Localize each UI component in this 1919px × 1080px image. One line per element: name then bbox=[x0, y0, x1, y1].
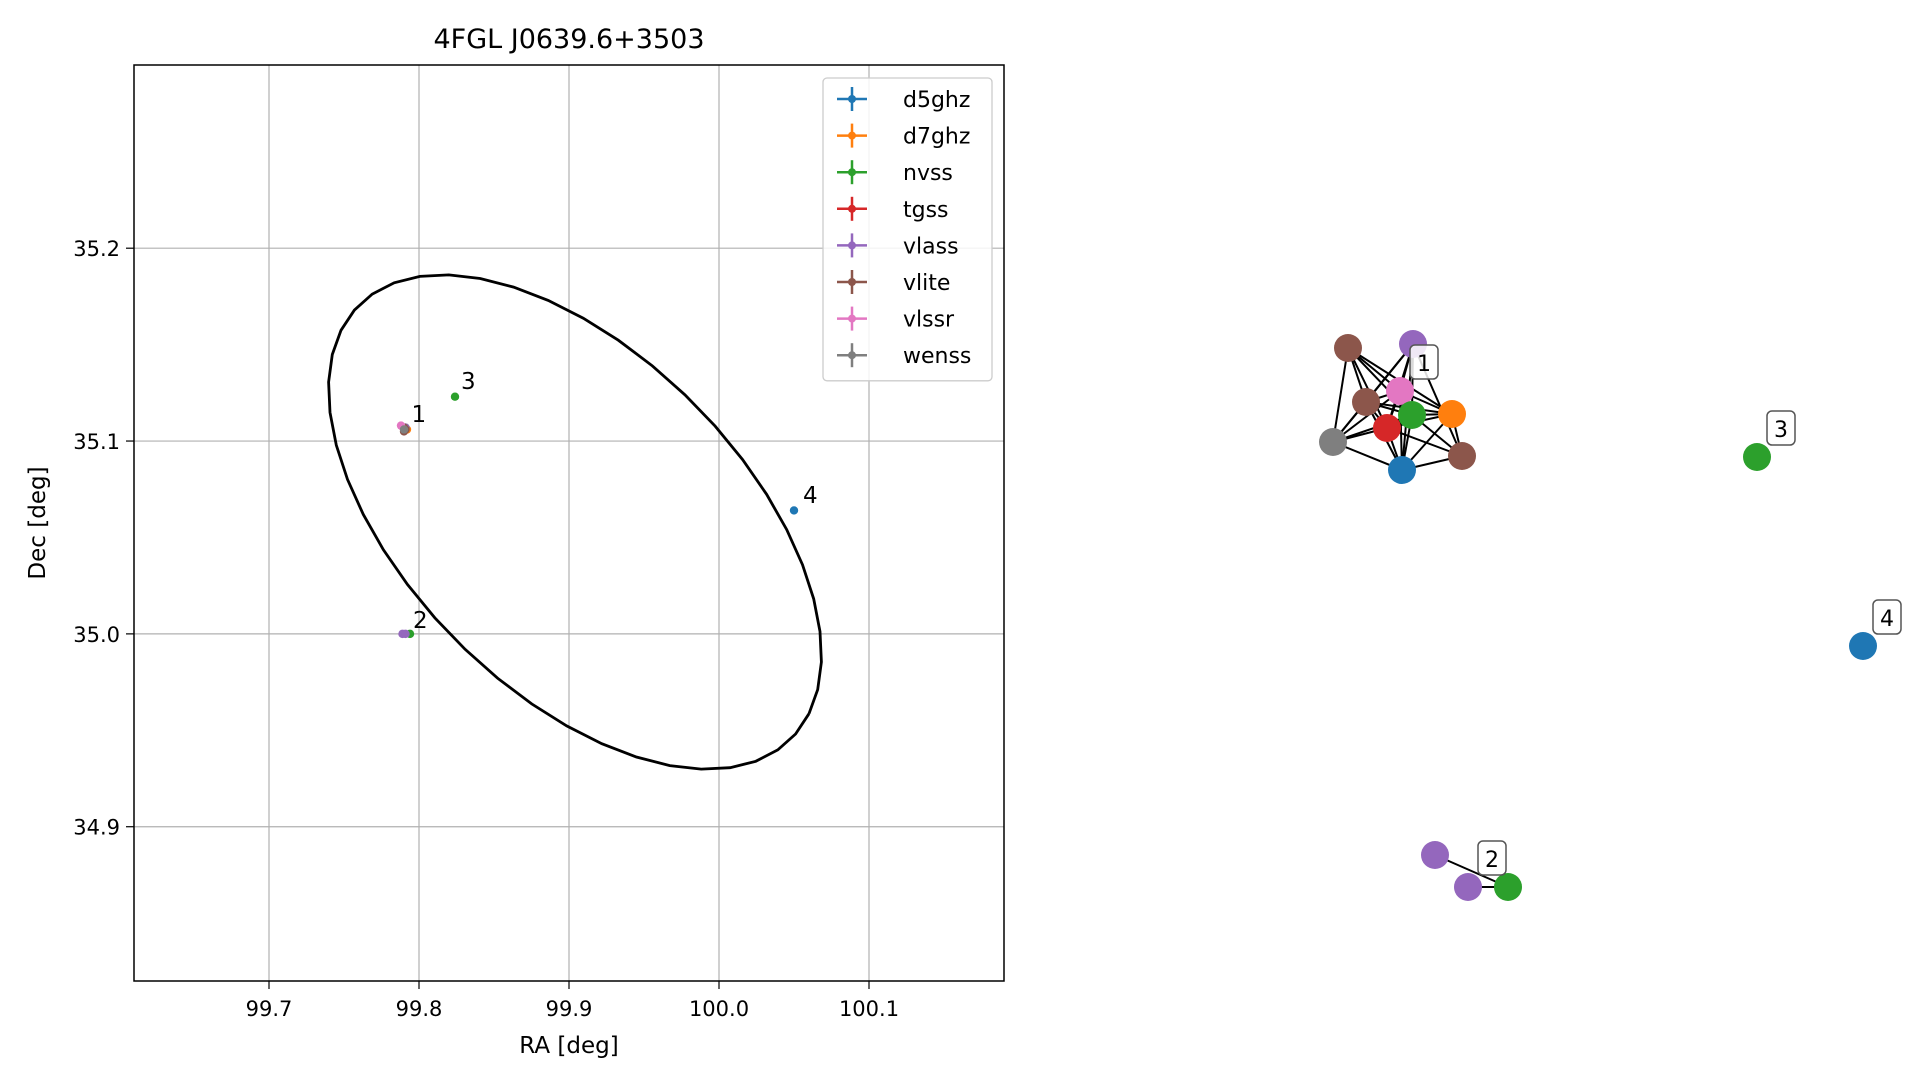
graph-node-vlite[interactable] bbox=[1334, 334, 1362, 362]
graph-node-nvss[interactable] bbox=[1743, 443, 1771, 471]
graph-edge bbox=[1347, 347, 1388, 429]
label-box bbox=[1409, 344, 1439, 380]
legend-marker-dot bbox=[848, 241, 856, 250]
legend-item-vlssr[interactable]: vlssr bbox=[837, 306, 955, 333]
legend-frame bbox=[822, 77, 993, 382]
graph-node-nvss[interactable] bbox=[1398, 401, 1426, 429]
legend-label: d5ghz bbox=[903, 88, 970, 113]
x-axis-label: RA [deg] bbox=[519, 1033, 618, 1059]
graph-cluster-label: 2 bbox=[1477, 840, 1507, 876]
legend-item-vlite[interactable]: vlite bbox=[837, 270, 950, 296]
source-points bbox=[396, 392, 799, 639]
graph-node-vlite[interactable] bbox=[1352, 388, 1380, 416]
legend-item-nvss[interactable]: nvss bbox=[837, 160, 953, 186]
point-annotation: 2 bbox=[413, 608, 428, 634]
legend-label: d7ghz bbox=[903, 125, 970, 150]
legend-label: nvss bbox=[903, 161, 953, 186]
label-box bbox=[1872, 599, 1902, 635]
y-tick-label: 34.9 bbox=[73, 816, 120, 840]
legend-label: vlass bbox=[903, 234, 959, 259]
graph-cluster-label: 4 bbox=[1872, 599, 1902, 635]
graph-cluster-label: 1 bbox=[1409, 344, 1439, 380]
label-text: 3 bbox=[1774, 418, 1788, 443]
graph-nodes bbox=[1319, 330, 1877, 901]
label-text: 4 bbox=[1880, 607, 1894, 632]
graph-node-d7ghz[interactable] bbox=[1438, 400, 1466, 428]
sky-position-plot: 1 2 3 4 99.7 99.8 99.9 100.0 100.1 34.9 35.0 35.1 3… bbox=[25, 24, 1005, 1059]
graph-node-vlass[interactable] bbox=[1454, 873, 1482, 901]
legend-label: tgss bbox=[903, 198, 949, 223]
legend-marker-dot bbox=[848, 168, 856, 177]
graph-node-tgss[interactable] bbox=[1373, 414, 1401, 442]
graph-node-vlssr[interactable] bbox=[1386, 377, 1414, 405]
chart-title: 4FGL J0639.6+3503 bbox=[433, 24, 704, 55]
label-box bbox=[1766, 410, 1796, 446]
graph-edge bbox=[1332, 347, 1349, 443]
x-tick-label: 99.9 bbox=[546, 997, 593, 1021]
legend-item-wenss[interactable]: wenss bbox=[837, 343, 971, 369]
legend-marker-dot bbox=[848, 204, 856, 213]
legend-marker-dot bbox=[848, 278, 856, 286]
point-annotation: 1 bbox=[412, 402, 427, 428]
x-tick-label: 100.0 bbox=[689, 997, 749, 1021]
x-tick-label: 100.1 bbox=[839, 997, 899, 1021]
legend-item-d7ghz[interactable]: d7ghz bbox=[837, 123, 970, 150]
label-box bbox=[1477, 840, 1507, 876]
legend[interactable]: d5ghz d7ghz nvss tgss vlass vlite vlssr wenss bbox=[822, 77, 993, 382]
source-association-graph: 1 2 3 4 bbox=[1319, 330, 1902, 901]
legend-item-tgss[interactable]: tgss bbox=[837, 196, 949, 223]
point-annotations: 1 2 3 4 bbox=[412, 369, 818, 634]
y-tick-label: 35.0 bbox=[73, 623, 120, 647]
legend-label: wenss bbox=[903, 344, 971, 369]
legend-marker-dot bbox=[848, 314, 856, 323]
legend-item-d5ghz[interactable]: d5ghz bbox=[837, 87, 970, 113]
label-text: 2 bbox=[1485, 848, 1499, 873]
legend-label: vlssr bbox=[903, 308, 955, 333]
point-nvss[interactable] bbox=[450, 392, 460, 401]
graph-node-vlite[interactable] bbox=[1448, 442, 1476, 470]
legend-label: vlite bbox=[903, 271, 950, 296]
legend-marker-dot bbox=[848, 131, 856, 140]
y-tick-label: 35.1 bbox=[73, 430, 120, 454]
legend-item-vlass[interactable]: vlass bbox=[837, 233, 959, 259]
point-wenss[interactable] bbox=[399, 425, 409, 434]
point-d5ghz[interactable] bbox=[789, 506, 799, 515]
label-text: 1 bbox=[1417, 352, 1431, 377]
graph-node-nvss[interactable] bbox=[1494, 873, 1522, 901]
graph-cluster-label: 3 bbox=[1766, 410, 1796, 446]
point-vlass[interactable] bbox=[401, 629, 410, 639]
y-axis-label: Dec [deg] bbox=[25, 466, 51, 579]
legend-marker-dot bbox=[848, 351, 856, 360]
graph-node-d5ghz[interactable] bbox=[1849, 632, 1877, 660]
graph-node-vlass[interactable] bbox=[1421, 841, 1449, 869]
point-annotation: 4 bbox=[803, 483, 818, 509]
x-tick-label: 99.7 bbox=[246, 997, 293, 1021]
graph-node-wenss[interactable] bbox=[1319, 428, 1347, 456]
legend-marker-dot bbox=[848, 95, 856, 103]
graph-node-labels: 1 2 3 4 bbox=[1409, 344, 1902, 876]
graph-node-d5ghz[interactable] bbox=[1388, 456, 1416, 484]
error-ellipse bbox=[327, 273, 823, 771]
x-tick-label: 99.8 bbox=[396, 997, 443, 1021]
graph-edge bbox=[1332, 390, 1401, 443]
point-annotation: 3 bbox=[461, 369, 476, 395]
error-ellipse-curve bbox=[327, 273, 823, 771]
axis-ticks: 99.7 99.8 99.9 100.0 100.1 34.9 35.0 35.1 35.2 bbox=[73, 237, 899, 1021]
y-tick-label: 35.2 bbox=[73, 237, 120, 261]
